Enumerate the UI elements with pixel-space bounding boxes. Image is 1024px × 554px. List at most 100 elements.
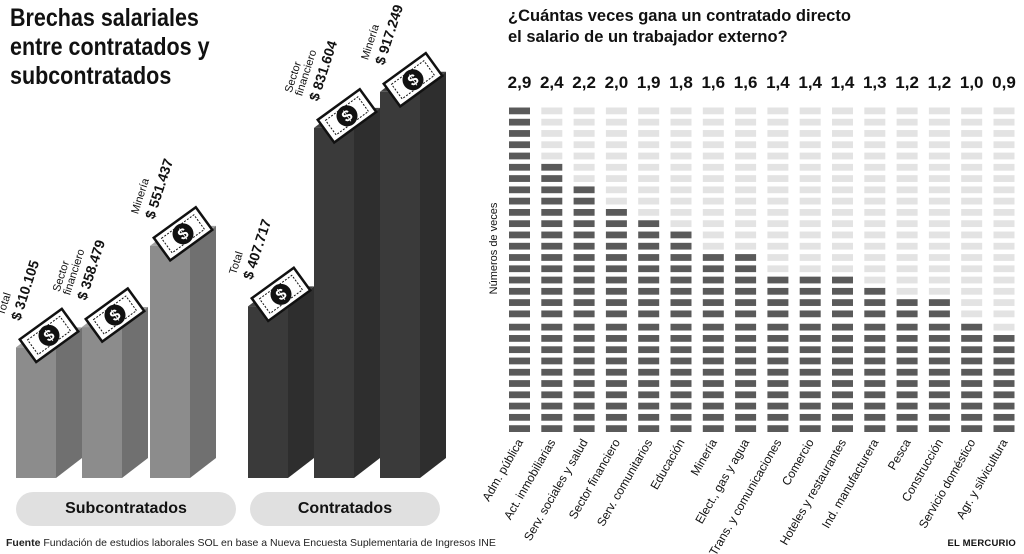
bar-value-label: 2,4 — [540, 73, 564, 92]
bar-segment-filled — [993, 413, 1015, 421]
bar-column — [670, 107, 692, 432]
bar-segment-filled — [864, 425, 886, 432]
bar-column — [832, 107, 853, 432]
bar-segment-filled — [702, 335, 724, 342]
bar-segment-empty — [605, 118, 627, 126]
bar-segment-filled — [638, 335, 660, 342]
bar-segment-empty — [961, 287, 983, 295]
bar-segment-empty — [993, 242, 1015, 250]
bar-segment-filled — [832, 402, 853, 410]
bar-segment-empty — [767, 163, 789, 171]
bar-segment-filled — [767, 391, 789, 399]
bar-segment-filled — [605, 299, 627, 306]
bar-segment-empty — [864, 197, 886, 205]
bar-column — [702, 107, 724, 432]
bar-segment-empty — [573, 141, 595, 149]
bar-segment-empty — [799, 220, 821, 228]
banknote-icon: $ — [249, 265, 313, 323]
bar-segment-filled — [832, 368, 853, 376]
bar-segment-empty — [961, 231, 983, 239]
bar-segment-filled — [767, 425, 789, 432]
bar-segment-empty — [832, 141, 853, 149]
bar-segment-empty — [896, 141, 918, 149]
bar-segment-empty — [928, 287, 950, 295]
bar-segment-filled — [735, 310, 757, 318]
bar-segment-filled — [509, 402, 530, 410]
bar-segment-empty — [864, 163, 886, 171]
bar-side — [288, 286, 314, 478]
bar-segment-filled — [573, 242, 595, 250]
bar-segment-empty — [928, 265, 950, 273]
bar-segment-empty — [961, 130, 983, 137]
bar-segment-empty — [928, 254, 950, 261]
bar-segment-empty — [702, 231, 724, 239]
bar-column — [605, 107, 627, 432]
bar-segment-filled — [605, 242, 627, 250]
bar-column — [541, 107, 563, 432]
bar-segment-filled — [702, 413, 724, 421]
bar-segment-filled — [573, 254, 595, 261]
bar-segment-filled — [993, 357, 1015, 365]
bar-segment-empty — [702, 163, 724, 171]
bar-segment-empty — [799, 242, 821, 250]
bar-segment-filled — [605, 208, 627, 216]
bar-segment-empty — [896, 208, 918, 216]
bar-segment-filled — [928, 357, 950, 365]
bar-segment-empty — [735, 107, 757, 115]
bar-segment-empty — [670, 175, 692, 182]
bar-segment-filled — [993, 402, 1015, 410]
bar-segment-filled — [605, 413, 627, 421]
bar-segment-filled — [541, 380, 563, 387]
bar-segment-filled — [541, 276, 563, 284]
bar-segment-filled — [864, 391, 886, 399]
bar-segment-empty — [832, 107, 853, 115]
bar-segment-filled — [864, 335, 886, 342]
bar-segment-filled — [670, 402, 692, 410]
bar-segment-filled — [864, 402, 886, 410]
bar-segment-empty — [735, 197, 757, 205]
bar-segment-filled — [509, 310, 530, 318]
bar-segment-filled — [509, 391, 530, 399]
bar-segment-empty — [767, 175, 789, 182]
bar-segment-empty — [832, 242, 853, 250]
bar-segment-empty — [961, 254, 983, 261]
bar-segment-filled — [961, 323, 983, 331]
bar-segment-filled — [961, 413, 983, 421]
bar-segment-filled — [735, 335, 757, 342]
bar-segment-empty — [541, 152, 563, 160]
bar-segment-filled — [573, 186, 595, 194]
bar-segment-empty — [573, 107, 595, 115]
bar-segment-empty — [864, 186, 886, 194]
bar-segment-empty — [702, 141, 724, 149]
group-label-subcontratados: Subcontratados — [16, 492, 236, 526]
bar-segment-filled — [573, 368, 595, 376]
bar-segment-filled — [541, 254, 563, 261]
bar-segment-filled — [605, 231, 627, 239]
bar-front — [248, 306, 288, 478]
bar-segment-filled — [541, 287, 563, 295]
bar-value-label: 2,2 — [572, 73, 596, 92]
bar-segment-empty — [928, 220, 950, 228]
bar-segment-filled — [864, 299, 886, 306]
bar-segment-empty — [670, 163, 692, 171]
bar-segment-empty — [896, 152, 918, 160]
bar-segment-empty — [638, 197, 660, 205]
bar-segment-filled — [864, 346, 886, 354]
bar-segment-empty — [541, 130, 563, 137]
bar-side — [354, 107, 380, 478]
bar-segment-filled — [670, 231, 692, 239]
bar-segment-filled — [735, 425, 757, 432]
bar-segment-filled — [509, 208, 530, 216]
bar-segment-empty — [993, 152, 1015, 160]
bar-segment-empty — [702, 152, 724, 160]
bar-segment-filled — [573, 335, 595, 342]
bar-segment-filled — [832, 299, 853, 306]
bar-segment-empty — [993, 220, 1015, 228]
bar-segment-empty — [832, 163, 853, 171]
bar-segment-empty — [573, 118, 595, 126]
bar-segment-empty — [993, 197, 1015, 205]
bar-segment-empty — [832, 265, 853, 273]
bar-segment-filled — [993, 425, 1015, 432]
dollar-medallion — [172, 223, 194, 245]
bar-segment-filled — [509, 276, 530, 284]
